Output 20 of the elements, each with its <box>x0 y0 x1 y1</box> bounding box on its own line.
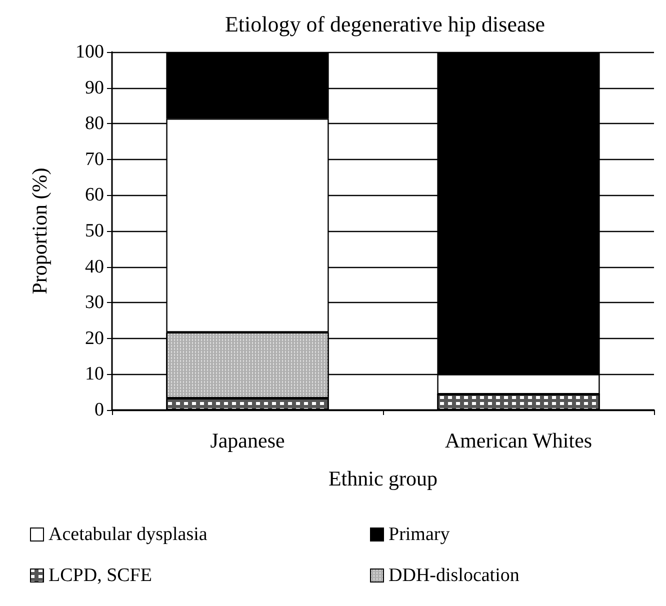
legend-label: Acetabular dysplasia <box>48 524 208 545</box>
legend-label: Primary <box>388 524 450 545</box>
legend-label: LCPD, SCFE <box>48 565 152 586</box>
y-tick-label: 80 <box>85 113 104 134</box>
y-tick-label: 50 <box>85 220 104 242</box>
legend-label: DDH-dislocation <box>388 565 520 586</box>
y-tick-label: 100 <box>76 42 104 62</box>
y-tick-label: 60 <box>85 184 104 206</box>
y-tick-label: 10 <box>85 364 104 385</box>
y-tick-label: 30 <box>85 292 104 314</box>
y-tick-label: 0 <box>94 400 104 420</box>
x-tick-label: Japanese <box>210 428 285 452</box>
y-tick-label: 40 <box>85 256 104 278</box>
x-axis-title: Ethnic group <box>328 466 438 490</box>
chart-title: Etiology of degenerative hip disease <box>224 12 546 36</box>
y-tick-label: 70 <box>85 148 104 170</box>
y-axis-title: Proportion (%) <box>28 168 52 294</box>
y-tick-label: 90 <box>85 77 104 98</box>
x-tick-label: American Whites <box>444 428 592 452</box>
y-tick-label: 20 <box>85 328 104 349</box>
